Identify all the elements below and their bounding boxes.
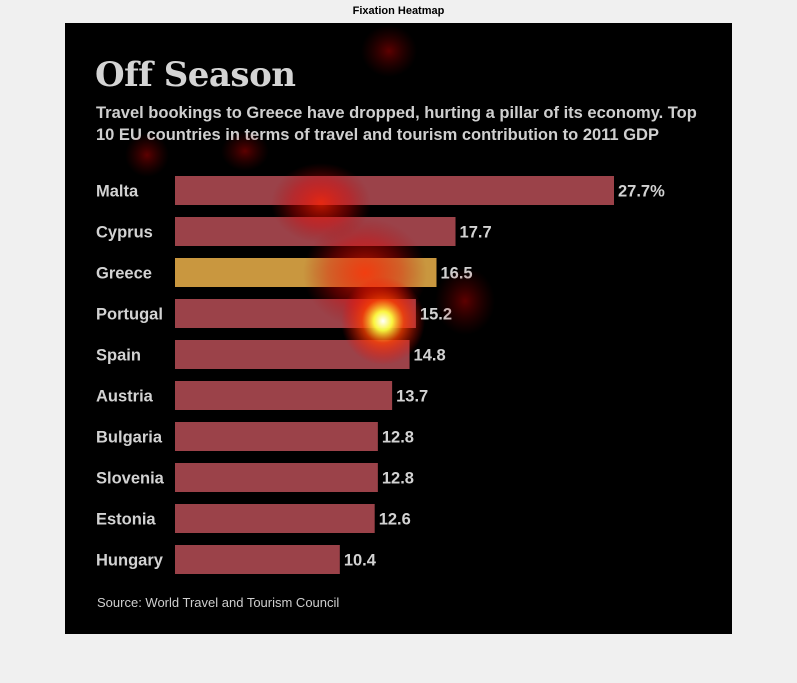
value-label: 10.4	[344, 552, 377, 570]
bar-spain	[175, 340, 410, 369]
value-label: 16.5	[440, 265, 472, 283]
category-label: Hungary	[96, 552, 164, 570]
category-label: Bulgaria	[96, 429, 163, 447]
bar-estonia	[175, 504, 375, 533]
bar-bulgaria	[175, 422, 378, 451]
category-label: Spain	[96, 347, 141, 365]
category-label: Cyprus	[96, 224, 153, 242]
bar-chart: Malta 27.7% Cyprus 17.7 Greece 16.5 Portugal 15…	[96, 176, 665, 574]
chart-source: Source: World Travel and Tourism Council	[97, 595, 340, 610]
category-label: Portugal	[96, 306, 163, 324]
category-label: Greece	[96, 265, 152, 283]
bar-greece	[175, 258, 437, 287]
value-label: 27.7%	[618, 183, 665, 201]
value-label: 12.8	[382, 429, 414, 447]
bar-slovenia	[175, 463, 378, 492]
category-label: Austria	[96, 388, 154, 406]
value-label: 12.8	[382, 470, 414, 488]
bar-portugal	[175, 299, 416, 328]
value-label: 15.2	[420, 306, 452, 324]
bar-austria	[175, 381, 393, 410]
bar-cyprus	[175, 217, 456, 246]
value-label: 12.6	[379, 511, 411, 529]
category-label: Slovenia	[96, 470, 165, 488]
value-label: 14.8	[414, 347, 446, 365]
category-label: Estonia	[96, 511, 156, 529]
bar-malta	[175, 176, 614, 205]
figure-title: Fixation Heatmap	[352, 5, 445, 17]
heatmap-panel: Off Season Travel bookings to Greece hav…	[65, 23, 732, 634]
chart-title: Off Season	[95, 55, 296, 95]
value-label: 13.7	[396, 388, 428, 406]
value-label: 17.7	[460, 224, 492, 242]
category-label: Malta	[96, 183, 139, 201]
bar-hungary	[175, 545, 340, 574]
